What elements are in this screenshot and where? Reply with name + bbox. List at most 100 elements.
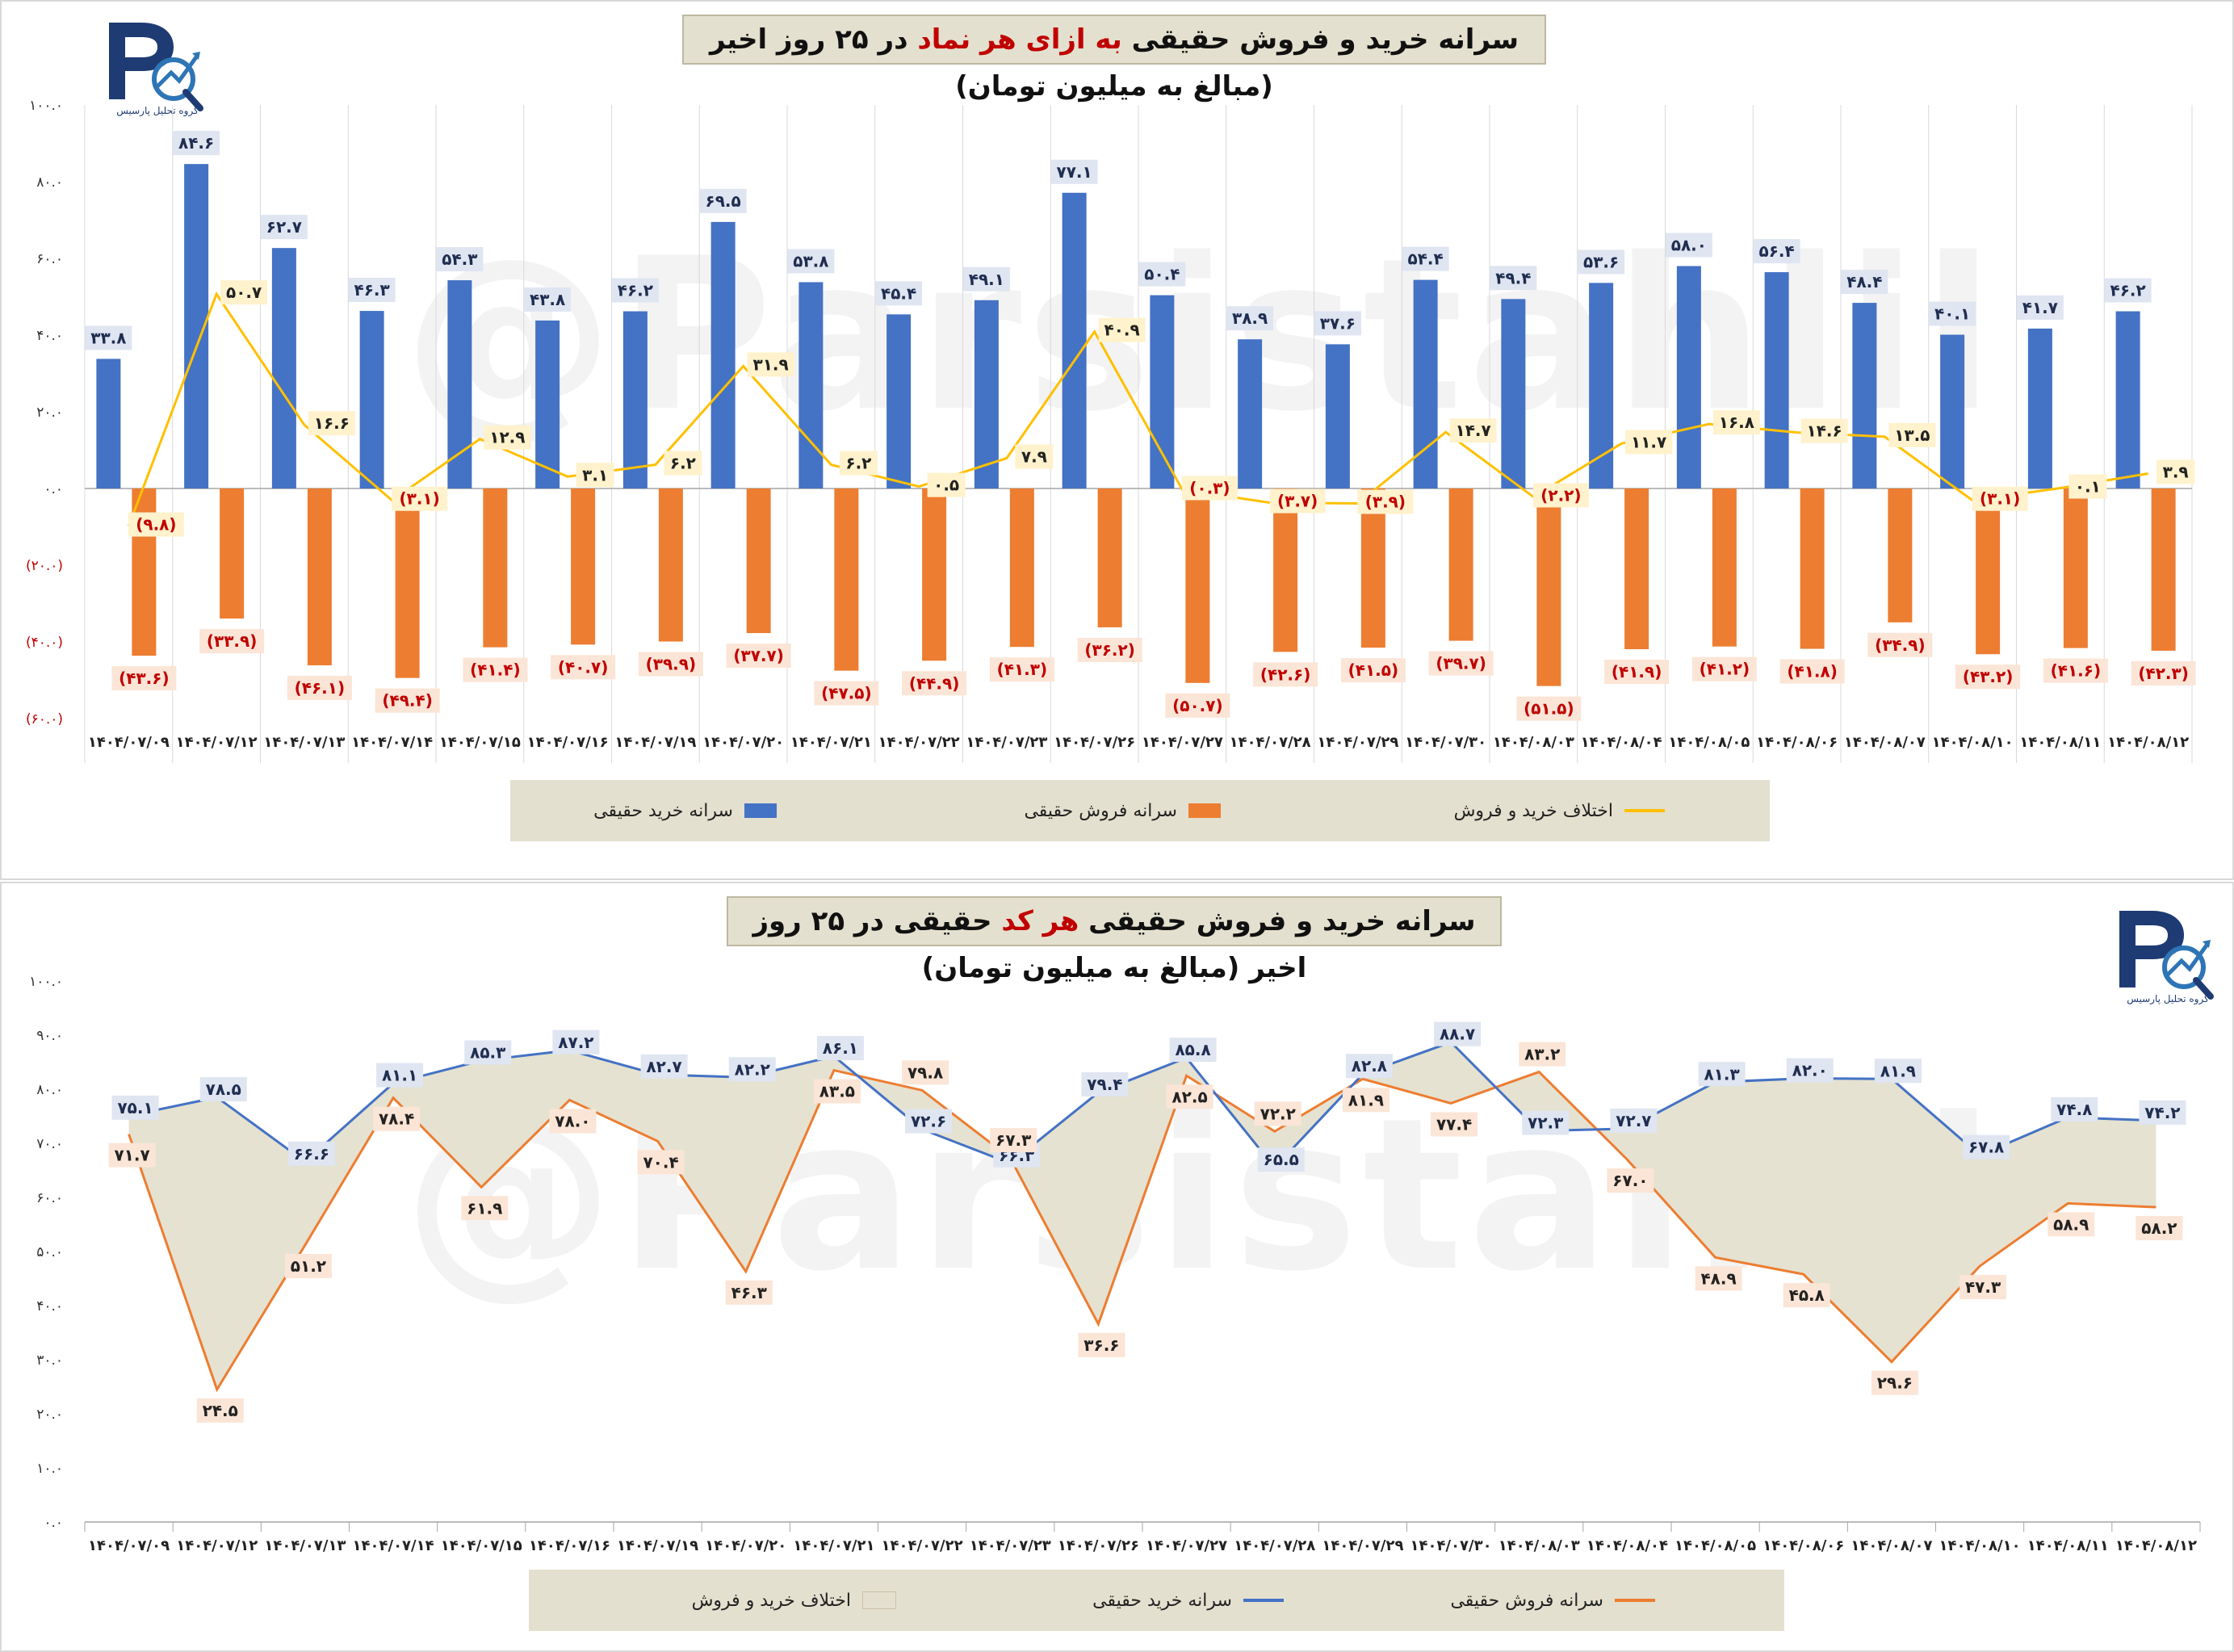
x-tick-label: ۱۴۰۴/۰۸/۰۵ — [1668, 734, 1750, 751]
x-tick-label: ۱۴۰۴/۰۷/۱۳ — [263, 734, 345, 751]
buy-data-label-bg — [1257, 1147, 1305, 1172]
x-tick-label: ۱۴۰۴/۰۷/۱۹ — [617, 1537, 698, 1554]
buy-data-label-bg — [376, 1063, 424, 1088]
diff-data-label: ۷.۹ — [1021, 447, 1047, 466]
x-tick-label: ۱۴۰۴/۰۷/۲۸ — [1234, 1537, 1315, 1554]
sell-bar — [1976, 488, 2001, 655]
sell-bar — [1448, 488, 1473, 641]
x-tick-label: ۱۴۰۴/۰۸/۱۱ — [2027, 1537, 2109, 1554]
sell-data-label-bg — [813, 1079, 861, 1104]
buy-data-label-bg — [436, 247, 484, 272]
buy-data-label-bg — [905, 1109, 953, 1134]
buy-data-label-bg — [1786, 1058, 1834, 1083]
sell-data-label: ۳۶.۶ — [1083, 1335, 1119, 1355]
buy-data-label-bg — [1314, 311, 1361, 336]
sell-data-label-bg — [111, 666, 177, 691]
sell-data-label: ۴۵.۸ — [1789, 1285, 1825, 1305]
sell-bar — [1800, 488, 1825, 649]
buy-bar — [1852, 303, 1877, 488]
sell-data-label: (۴۳.۲) — [1963, 667, 2014, 686]
sell-data-label-bg — [1519, 1042, 1566, 1067]
buy-data-label: ۶۲.۷ — [266, 217, 302, 237]
sell-data-label-bg — [1431, 1112, 1478, 1137]
diff-data-label-bg — [2068, 474, 2107, 499]
y-tick-label: ۷۰.۰ — [36, 1136, 63, 1152]
sell-data-label-bg — [726, 644, 791, 669]
buy-data-label: ۵۳.۸ — [793, 251, 828, 270]
sell-data-label: (۳۹.۹) — [646, 655, 697, 674]
sell-bar — [1360, 488, 1385, 648]
buy-data-label-bg — [552, 1029, 600, 1055]
legend-item-diff: اختلاف خرید و فروش — [1454, 780, 1665, 841]
diff-data-label: ۱۳.۵ — [1894, 426, 1930, 445]
sell-data-label: ۷۸.۰ — [555, 1111, 590, 1130]
logo-subtitle: گروه تحلیل پارسیس — [2127, 993, 2209, 1004]
buy-data-label-bg — [962, 266, 1010, 291]
sell-data-label: (۴۳.۶) — [119, 669, 170, 688]
sell-data-label: ۶۱.۹ — [467, 1198, 502, 1218]
x-tick-label: ۱۴۰۴/۰۷/۲۲ — [878, 734, 960, 751]
buy-data-label-bg — [2104, 278, 2152, 303]
buy-data-label-bg — [1578, 249, 1625, 275]
sell-data-label: ۲۴.۵ — [203, 1401, 238, 1420]
sell-data-label-bg — [1077, 637, 1142, 662]
legend-swatch-buy — [1243, 1599, 1284, 1602]
buy-data-label: ۸۵.۸ — [1175, 1040, 1210, 1059]
diff-data-label: (۰.۳) — [1189, 478, 1230, 497]
sell-data-label: ۴۷.۳ — [1965, 1277, 2001, 1297]
sell-data-label: ۵۸.۲ — [2141, 1218, 2177, 1238]
x-tick-label: ۱۴۰۴/۰۸/۰۶ — [1756, 734, 1838, 751]
buy-data-label: ۵۴.۴ — [1408, 249, 1444, 269]
x-tick-label: ۱۴۰۴/۰۷/۲۶ — [1058, 1537, 1139, 1554]
buy-data-label-bg — [816, 1036, 864, 1061]
y-tick-label: ۸۰.۰ — [36, 1082, 63, 1098]
sell-data-label-bg — [2043, 658, 2108, 683]
diff-data-label: ۳.۹ — [2163, 462, 2189, 481]
buy-data-label-bg — [1169, 1038, 1217, 1063]
title-highlight: هر کد — [1001, 905, 1079, 937]
legend-swatch-sell — [1615, 1599, 1655, 1602]
sell-data-label: (۴۱.۸) — [1787, 662, 1838, 681]
diff-data-label: ۵۰.۷ — [226, 283, 262, 302]
x-tick-label: ۱۴۰۴/۰۷/۲۳ — [970, 1537, 1051, 1554]
sell-bar — [571, 488, 596, 645]
sell-data-label-bg — [1516, 696, 1582, 721]
title-part: سرانه خرید و فروش حقیقی — [1079, 905, 1476, 937]
x-tick-label: ۱۴۰۴/۰۷/۱۵ — [439, 734, 521, 751]
x-tick-label: ۱۴۰۴/۰۷/۰۹ — [88, 1537, 170, 1554]
buy-data-label: ۸۸.۷ — [1440, 1025, 1475, 1044]
buy-data-label: ۸۴.۶ — [178, 133, 214, 153]
logo-subtitle: گروه تحلیل پارسیس — [116, 105, 199, 116]
buy-data-label-bg — [1929, 301, 1976, 326]
buy-data-label-bg — [1226, 306, 1274, 331]
buy-data-label: ۸۲.۸ — [1352, 1056, 1387, 1075]
buy-data-label: ۸۶.۱ — [823, 1038, 858, 1058]
buy-data-label-bg — [611, 278, 659, 303]
x-tick-label: ۱۴۰۴/۰۷/۲۱ — [790, 734, 872, 751]
sell-data-label-bg — [1691, 656, 1757, 681]
buy-data-label: ۴۳.۸ — [530, 290, 565, 309]
buy-data-label-bg — [1522, 1110, 1570, 1135]
buy-data-label: ۵۸.۰ — [1671, 236, 1707, 255]
y-tick-label: ۰.۰ — [44, 481, 63, 497]
buy-data-label: ۷۹.۴ — [1087, 1075, 1122, 1094]
sell-bar — [220, 488, 245, 619]
sell-data-label: (۴۹.۴) — [382, 691, 433, 711]
sell-data-label: ۴۶.۳ — [731, 1283, 767, 1302]
diff-data-label-bg — [1098, 317, 1146, 342]
sell-data-label: ۶۷.۳ — [995, 1130, 1031, 1150]
diff-data-label: ۶.۲ — [845, 454, 871, 473]
buy-data-label-bg — [1665, 233, 1712, 258]
diff-data-label-bg — [1357, 489, 1414, 514]
y-tick-label: ۶۰.۰ — [36, 1190, 63, 1206]
x-tick-label: ۱۴۰۴/۰۷/۲۹ — [1322, 1537, 1403, 1554]
buy-data-label-bg — [1345, 1054, 1393, 1079]
x-tick-label: ۱۴۰۴/۰۸/۱۲ — [2107, 734, 2189, 751]
buy-bar — [710, 221, 736, 488]
diff-data-label-bg — [1269, 488, 1326, 514]
x-tick-label: ۱۴۰۴/۰۸/۱۰ — [1939, 1537, 2021, 1554]
diff-data-label-bg — [576, 463, 614, 488]
sell-bar — [483, 488, 508, 648]
sell-data-label: (۳۹.۷) — [1436, 654, 1486, 673]
diff-data-label-bg — [927, 472, 966, 497]
